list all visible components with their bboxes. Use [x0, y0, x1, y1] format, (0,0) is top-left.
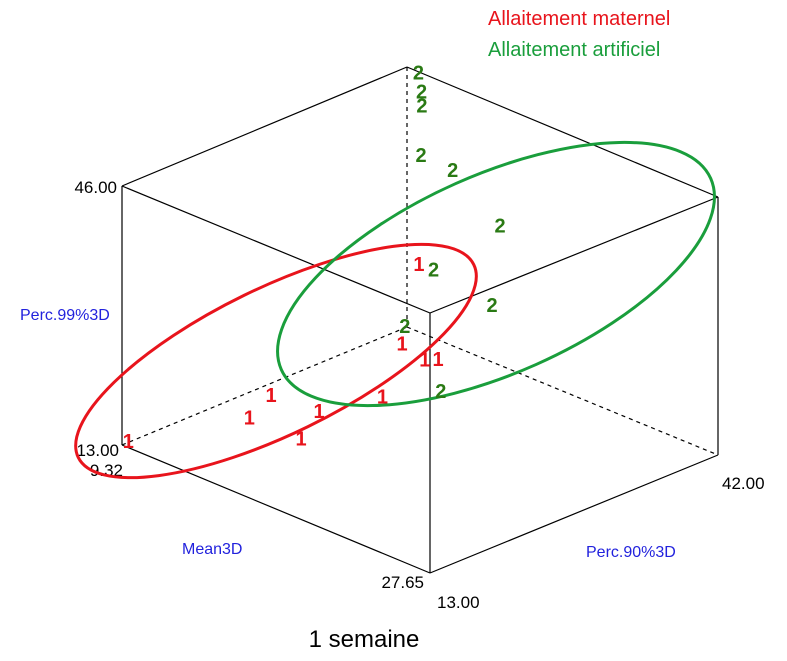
series2-point: 2: [416, 81, 427, 103]
tick-labels: 46.00 13.00 9.32 27.65 13.00 42.00: [74, 178, 764, 612]
series1-point: 1: [413, 254, 424, 276]
x-min-tick-label: 9.32: [90, 461, 123, 480]
series2-point: 2: [495, 215, 506, 237]
series1-point: 1: [377, 387, 388, 409]
legend: Allaitement maternel Allaitement artific…: [488, 8, 670, 61]
series2-point: 2: [416, 145, 427, 167]
z-max-tick-label: 46.00: [74, 178, 117, 197]
edge-bottom-left: [121, 444, 431, 574]
y-min-tick-label: 13.00: [437, 593, 480, 612]
y-axis-title: Perc.90%3D: [586, 544, 676, 561]
x-axis-title: Mean3D: [182, 541, 242, 558]
legend-item-maternel: Allaitement maternel: [488, 8, 670, 30]
z-axis-title: Perc.99%3D: [20, 307, 110, 324]
x-max-tick-label: 27.65: [381, 573, 424, 592]
legend-item-artificiel: Allaitement artificiel: [488, 39, 660, 61]
series2-point: 2: [447, 160, 458, 182]
series1-point: 1: [397, 333, 408, 355]
series1-point: 1: [313, 401, 324, 423]
edge-front-top-left: [121, 185, 431, 314]
group2-ellipse: [276, 140, 716, 408]
edge-top-right: [406, 66, 719, 198]
series2-point: 2: [428, 260, 439, 282]
series1-point: 1: [432, 349, 443, 371]
series2-point: 2: [416, 96, 427, 118]
series2-point: 2: [435, 381, 446, 403]
z-min-tick-label: 13.00: [76, 441, 119, 460]
y-max-tick-label: 42.00: [722, 474, 765, 493]
series1-point: 1: [123, 431, 134, 453]
edge-top-left: [121, 66, 408, 187]
chart-caption: 1 semaine: [309, 626, 420, 653]
series2-point: 2: [487, 295, 498, 317]
series1-point: 1: [265, 385, 276, 407]
series2-point: 2: [399, 316, 410, 338]
series1-point: 1: [244, 407, 255, 429]
axis-titles: Perc.99%3D Mean3D Perc.90%3D: [20, 307, 676, 561]
series1-point: 1: [296, 429, 307, 451]
cube-edges: [121, 66, 719, 574]
series2-point: 2: [413, 63, 424, 85]
hidden-edge-mean: [121, 326, 408, 446]
group1-ellipse: [74, 242, 478, 480]
hidden-edge-perc90: [406, 326, 719, 456]
series1-point: 1: [419, 349, 430, 371]
edge-bottom-right: [429, 454, 719, 574]
edge-front-top-right: [429, 196, 719, 314]
cube-hidden-edges: [121, 67, 719, 456]
